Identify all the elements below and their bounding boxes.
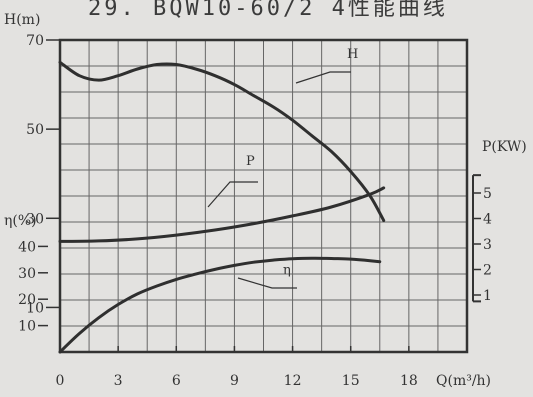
p-tick-label: 5 xyxy=(483,186,492,202)
h-tick-label: 70 xyxy=(26,33,44,49)
chart-title: 29. BQW10-60/2 4性能曲线 xyxy=(88,0,448,21)
h-axis-label: H(m) xyxy=(4,12,40,28)
p-tick-label: 4 xyxy=(483,212,492,228)
h-curve-leader xyxy=(295,71,351,84)
series-line-P xyxy=(58,186,386,243)
x-tick-label: 15 xyxy=(342,373,360,389)
x-tick-label: 9 xyxy=(230,373,239,389)
series-line-eta xyxy=(58,256,382,354)
eta-tick-label: 10 xyxy=(18,319,36,335)
eta-curve-label: η xyxy=(283,263,291,278)
p-curve-leader xyxy=(207,181,258,208)
eta-tick-label: 30 xyxy=(18,266,36,282)
h-curve-label: H xyxy=(347,47,358,62)
x-tick-label: 12 xyxy=(284,373,302,389)
eta-curve-leader xyxy=(237,277,297,289)
p-tick-label: 1 xyxy=(483,288,492,304)
x-tick-label: 6 xyxy=(172,373,181,389)
h-tick-label: 50 xyxy=(26,122,44,138)
x-tick-label: 0 xyxy=(56,373,65,389)
x-tick-label: 18 xyxy=(400,373,418,389)
eta-tick-label: 20 xyxy=(18,292,36,308)
h-tick-label: 30 xyxy=(26,211,44,227)
p-tick-label: 3 xyxy=(483,237,492,253)
plot-frame xyxy=(58,38,469,354)
eta-tick-label: 40 xyxy=(18,239,36,255)
p-tick-label: 2 xyxy=(483,263,492,279)
x-axis-label: Q(m³/h) xyxy=(436,373,491,389)
p-axis-label: P(KW) xyxy=(482,139,527,155)
h-tick-label: 10 xyxy=(26,300,44,316)
eta-axis-label: η(%) xyxy=(4,213,37,229)
x-tick-label: 3 xyxy=(114,373,123,389)
series-line-H xyxy=(58,60,386,222)
p-curve-label: P xyxy=(246,154,255,169)
